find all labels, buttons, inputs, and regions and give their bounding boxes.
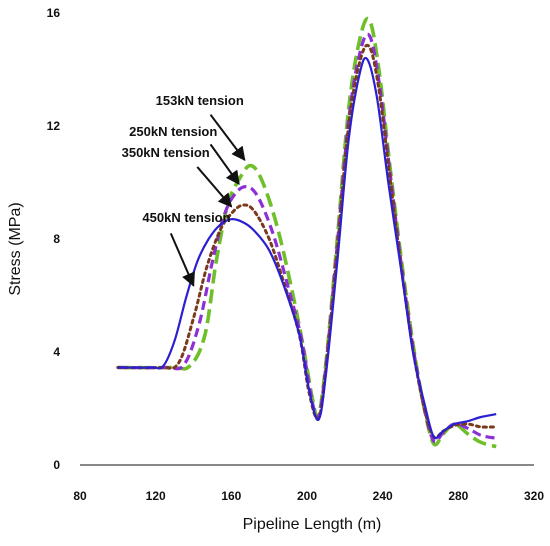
- x-tick-label: 160: [221, 489, 241, 503]
- annotation-label-a450: 450kN tension: [142, 210, 230, 225]
- annotations: 153kN tension 250kN tension 350kN tension 4…: [122, 93, 246, 287]
- y-tick-label: 8: [53, 232, 60, 246]
- x-tick-label: 320: [524, 489, 544, 503]
- annotation-arrow-a450: [169, 232, 195, 287]
- annotation-label-a153: 153kN tension: [156, 93, 244, 108]
- series-line-t450: [117, 56, 497, 440]
- y-tick-label: 4: [53, 345, 60, 359]
- x-tick-label: 200: [297, 489, 317, 503]
- y-tick-label: 12: [47, 119, 61, 133]
- x-tick-label: 240: [373, 489, 393, 503]
- series-lines: [116, 16, 498, 449]
- annotation-label-a250: 250kN tension: [129, 124, 217, 139]
- annotation-arrow-a153: [209, 114, 246, 162]
- series-line-t250: [117, 32, 497, 444]
- tick-labels: 80 120 160 200 240 280 320 0 4 8 12 16: [47, 6, 545, 503]
- x-axis-title: Pipeline Length (m): [243, 516, 382, 533]
- y-axis-title: Stress (MPa): [7, 202, 24, 295]
- x-tick-label: 80: [73, 489, 87, 503]
- annotation-arrow-a250: [209, 143, 240, 186]
- y-tick-label: 16: [47, 6, 61, 20]
- x-tick-label: 120: [146, 489, 166, 503]
- annotation-arrow-a350: [196, 166, 233, 208]
- x-tick-label: 280: [448, 489, 468, 503]
- y-tick-label: 0: [53, 458, 60, 472]
- annotation-label-a350: 350kN tension: [122, 145, 210, 160]
- series-line-t153: [117, 16, 497, 449]
